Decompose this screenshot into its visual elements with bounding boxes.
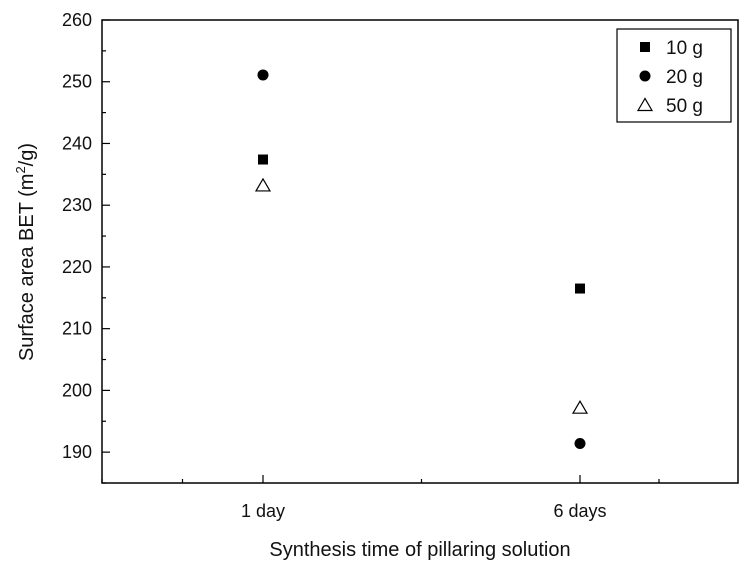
data-point bbox=[571, 399, 589, 414]
x-axis-title: Synthesis time of pillaring solution bbox=[269, 539, 570, 561]
legend-label: 50 g bbox=[666, 96, 703, 117]
x-tick-label: 1 day bbox=[241, 501, 285, 521]
y-tick-label: 250 bbox=[62, 72, 92, 92]
legend-marker bbox=[640, 42, 650, 52]
data-points bbox=[254, 69, 589, 449]
x-axis-ticks: 1 day 6 days bbox=[101, 475, 660, 521]
y-tick-label: 260 bbox=[62, 10, 92, 30]
legend-marker bbox=[639, 70, 651, 82]
legend-box bbox=[616, 28, 732, 123]
legend-label: 20 g bbox=[666, 67, 703, 88]
x-tick-label: 6 days bbox=[553, 501, 606, 521]
y-tick-label: 200 bbox=[62, 380, 92, 400]
y-tick-label: 230 bbox=[62, 195, 92, 215]
y-tick-label: 240 bbox=[62, 133, 92, 153]
data-point bbox=[257, 69, 269, 81]
data-point bbox=[254, 177, 272, 192]
y-tick-label: 220 bbox=[62, 257, 92, 277]
data-point bbox=[574, 437, 586, 449]
data-point bbox=[575, 283, 585, 294]
plot-frame bbox=[101, 19, 739, 484]
legend-label: 10 g bbox=[666, 38, 703, 59]
y-tick-label: 210 bbox=[62, 319, 92, 339]
y-axis-title: Surface area BET (m2/g) bbox=[13, 143, 38, 361]
data-point bbox=[258, 154, 268, 165]
y-axis-ticks: 190 200 210 220 230 240 250 260 bbox=[62, 10, 110, 484]
y-tick-label: 190 bbox=[62, 442, 92, 462]
legend-marker bbox=[636, 97, 654, 112]
legend: 10 g 20 g 50 g bbox=[616, 28, 732, 123]
